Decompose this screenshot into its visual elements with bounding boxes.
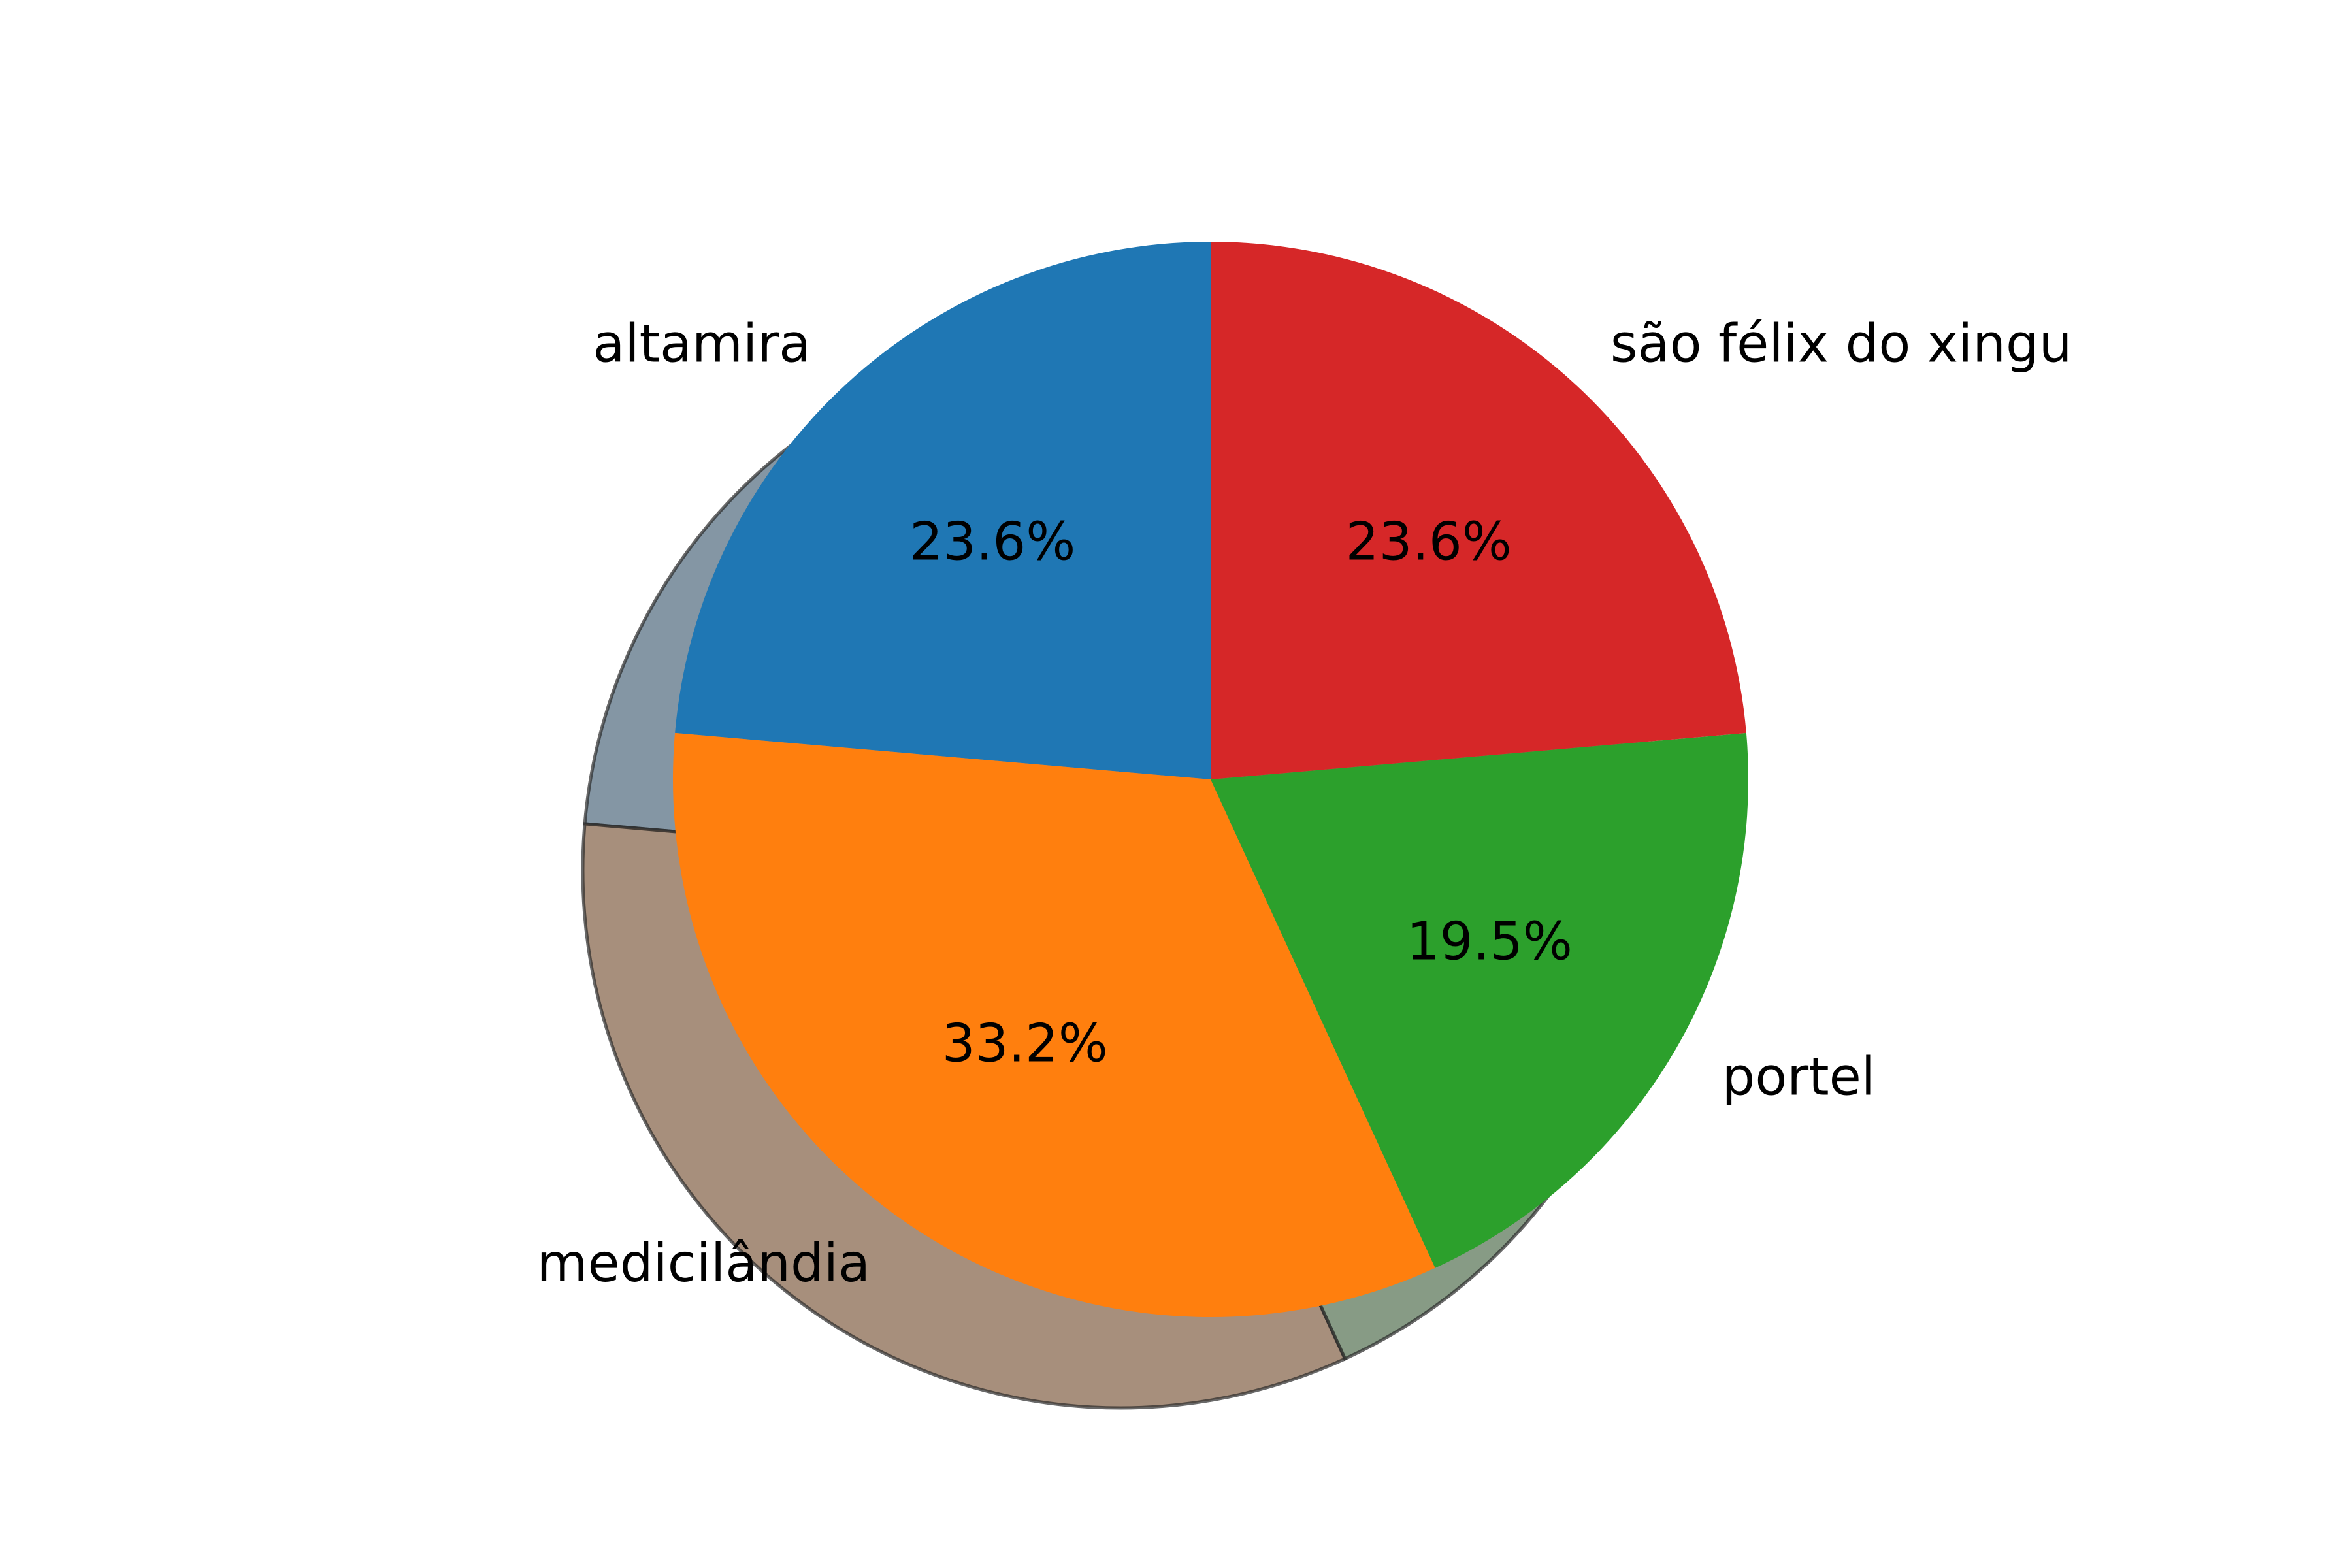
- pie-wedge-medicilandia: [673, 732, 1435, 1318]
- pie-wedge-portel: [1211, 732, 1748, 1268]
- pie-wedge-altamira: [675, 242, 1211, 779]
- percent-label-portel: 19.5%: [1407, 911, 1573, 972]
- percent-label-sao-felix-do-xingu: 23.6%: [1346, 512, 1512, 572]
- pie-wedge-sao-felix-do-xingu: [1211, 242, 1746, 779]
- slice-label-sao-felix-do-xingu: são félix do xingu: [1610, 313, 2072, 374]
- pie-labels: altamira 23.6% medicilândia 33.2% portel 19.5…: [537, 313, 2072, 1294]
- slice-label-portel: portel: [1722, 1047, 1876, 1107]
- slice-label-altamira: altamira: [593, 313, 811, 374]
- slice-label-medicilandia: medicilândia: [537, 1233, 870, 1294]
- percent-label-medicilandia: 33.2%: [942, 1013, 1108, 1073]
- pie-wedges: [673, 242, 1748, 1318]
- percent-label-altamira: 23.6%: [909, 512, 1075, 572]
